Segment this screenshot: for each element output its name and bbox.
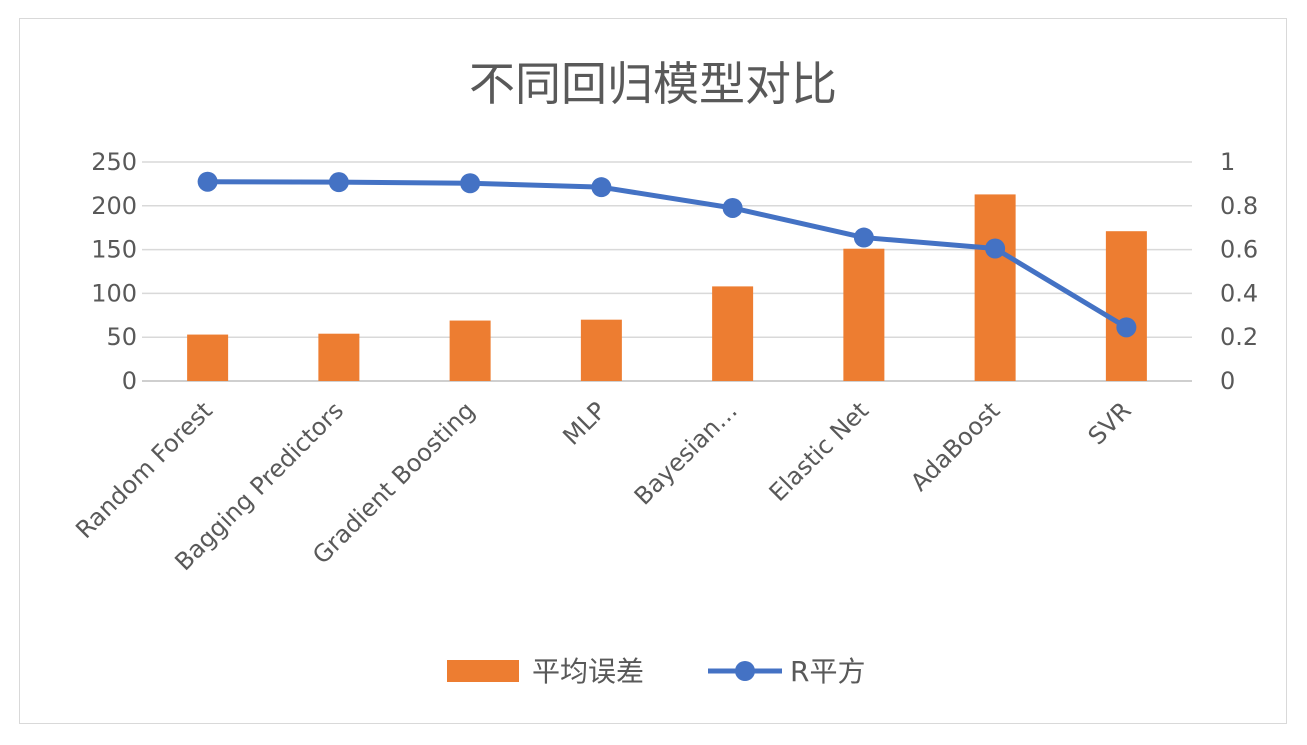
line-point bbox=[328, 172, 349, 193]
legend-swatch-bar bbox=[447, 660, 519, 682]
left-tick-label: 100 bbox=[91, 279, 137, 307]
category-label: SVR bbox=[1083, 396, 1137, 450]
left-tick-label: 0 bbox=[122, 367, 137, 395]
legend: 平均误差 R平方 bbox=[447, 655, 865, 688]
bar bbox=[580, 319, 622, 381]
gridlines bbox=[142, 161, 1192, 382]
bar bbox=[318, 333, 360, 381]
chart-title: 不同回归模型对比 bbox=[469, 57, 837, 111]
left-tick-label: 250 bbox=[91, 148, 137, 176]
left-tick-label: 200 bbox=[91, 192, 137, 220]
category-label: Elastic Net bbox=[764, 396, 874, 506]
right-tick-label: 0.2 bbox=[1220, 323, 1258, 351]
right-tick-label: 0.4 bbox=[1220, 279, 1258, 307]
line-point bbox=[197, 171, 218, 192]
category-label: MLP bbox=[557, 396, 611, 450]
chart-frame bbox=[19, 18, 1287, 724]
category-label: Bayesian… bbox=[629, 396, 743, 510]
bar bbox=[974, 194, 1016, 381]
right-tick-label: 0.8 bbox=[1220, 192, 1258, 220]
line-point bbox=[460, 173, 481, 194]
line-point bbox=[1116, 317, 1137, 338]
left-tick-label: 50 bbox=[106, 323, 137, 351]
legend-label-bar: 平均误差 bbox=[532, 655, 644, 688]
legend-swatch-marker bbox=[735, 661, 755, 681]
bar bbox=[449, 320, 491, 381]
line-point bbox=[853, 227, 874, 248]
legend-label-line: R平方 bbox=[790, 655, 865, 688]
bar bbox=[1105, 231, 1147, 381]
category-label: AdaBoost bbox=[905, 396, 1005, 496]
line-series bbox=[197, 171, 1137, 338]
right-tick-label: 0.6 bbox=[1220, 236, 1258, 264]
bar bbox=[712, 286, 754, 381]
bar-series bbox=[187, 194, 1147, 381]
category-label: Random Forest bbox=[70, 396, 218, 544]
bar bbox=[843, 248, 885, 381]
right-tick-label: 0 bbox=[1220, 367, 1235, 395]
line-point bbox=[722, 197, 743, 218]
left-tick-label: 150 bbox=[91, 236, 137, 264]
line-point bbox=[985, 238, 1006, 259]
line-path bbox=[205, 179, 1129, 330]
right-tick-label: 1 bbox=[1220, 148, 1235, 176]
line-point bbox=[591, 177, 612, 198]
bar bbox=[187, 334, 229, 381]
left-axis: 0 50 100 150 200 250 bbox=[91, 148, 137, 395]
right-axis: 0 0.2 0.4 0.6 0.8 1 bbox=[1220, 148, 1258, 395]
